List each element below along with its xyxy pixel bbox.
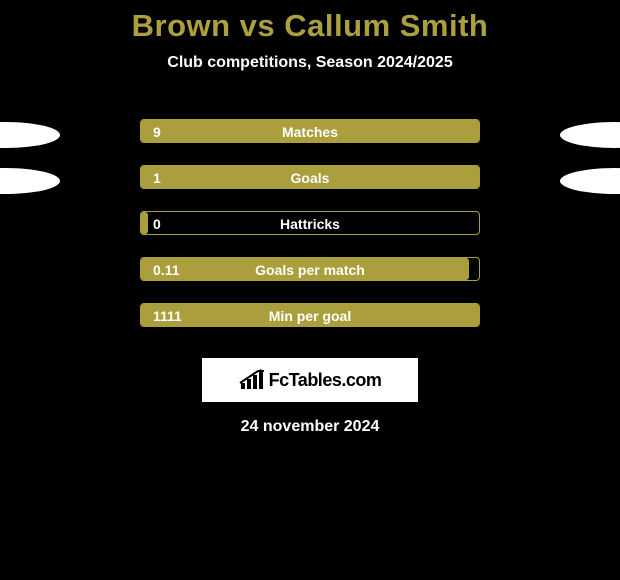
stat-label: Goals [141,166,479,190]
stats-container: 9Matches 1Goals 0Hattricks 0.11Goals per ma… [0,116,620,346]
stat-bar: 1Goals [140,165,480,189]
stat-bar: 0.11Goals per match [140,257,480,281]
stat-label: Goals per match [141,258,479,282]
subtitle: Club competitions, Season 2024/2025 [0,54,620,72]
stat-row: 1Goals [0,162,620,208]
title-left: Brown [132,8,231,43]
stat-row: 1111Min per goal [0,300,620,346]
player-right-marker [560,122,620,148]
source-logo: FcTables.com [202,358,418,402]
player-right-marker [560,168,620,194]
logo-text: FcTables.com [269,370,382,391]
stat-row: 0.11Goals per match [0,254,620,300]
stat-label: Hattricks [141,212,479,236]
stat-label: Min per goal [141,304,479,328]
player-left-marker [0,122,60,148]
stat-bar: 0Hattricks [140,211,480,235]
chart-icon [239,369,265,391]
stat-bar: 9Matches [140,119,480,143]
stat-row: 0Hattricks [0,208,620,254]
page-title: Brown vs Callum Smith [0,0,620,44]
title-right: Callum Smith [284,8,488,43]
player-left-marker [0,168,60,194]
stat-bar: 1111Min per goal [140,303,480,327]
date-label: 24 november 2024 [0,418,620,436]
stat-row: 9Matches [0,116,620,162]
title-vs: vs [231,8,285,43]
stat-label: Matches [141,120,479,144]
